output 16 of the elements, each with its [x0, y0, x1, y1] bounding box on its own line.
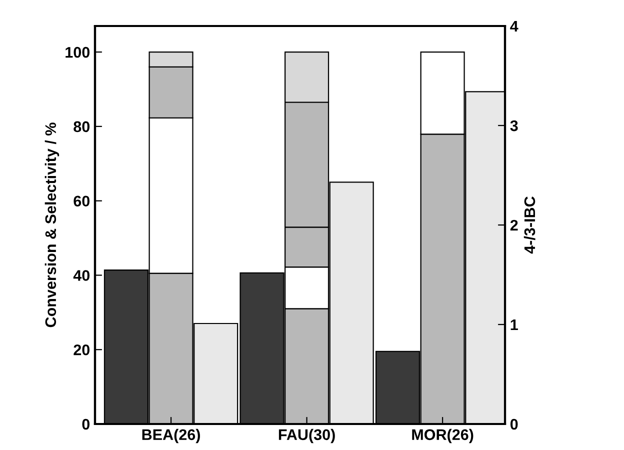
y-tick-label: 100 — [66, 46, 90, 58]
y-tick-label: 80 — [74, 121, 90, 132]
y-tick-label: 40 — [73, 270, 90, 281]
x-tick-label: BEA(26) — [142, 428, 200, 444]
y-axis-title: Conversion & Selectivity / % — [44, 122, 60, 328]
y2-tick-label: 3 — [510, 120, 518, 132]
y2-tick-label: 4 — [510, 21, 518, 32]
y2-tick-label: 1 — [510, 320, 518, 330]
y-tick-label: 0 — [82, 418, 90, 430]
y2-axis-title: 4-/3-IBC — [524, 196, 536, 254]
y2-tick-label: 2 — [510, 220, 518, 231]
y-tick-label: 20 — [74, 344, 90, 356]
x-tick-label: MOR(26) — [412, 428, 474, 444]
y-tick-label: 60 — [74, 196, 90, 207]
x-tick-label: FAU(30) — [278, 428, 335, 444]
y2-tick-label: 0 — [510, 418, 518, 430]
